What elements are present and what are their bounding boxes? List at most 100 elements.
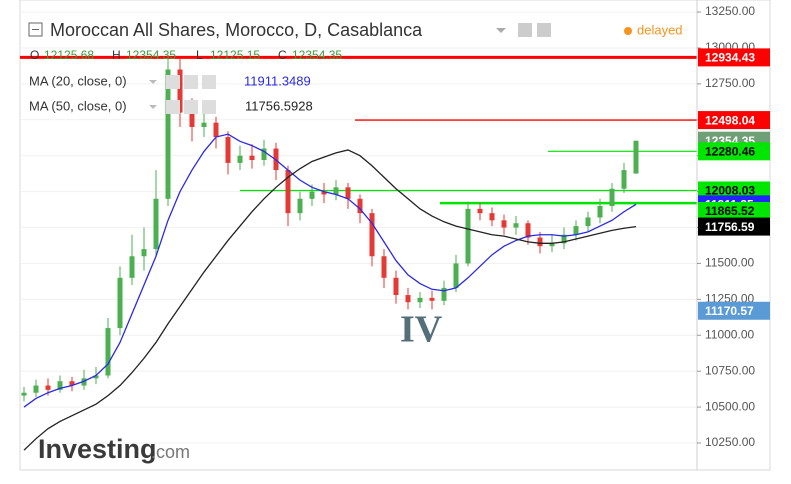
candle-body — [573, 226, 579, 235]
ohlc-value: 12125.68 — [44, 48, 94, 62]
logo-suffix: .com — [151, 442, 190, 462]
candle-body — [57, 381, 63, 390]
price-label-box — [698, 181, 770, 200]
collapse-icon[interactable] — [28, 22, 43, 37]
candle-body — [177, 69, 183, 113]
price-label-box — [698, 142, 770, 161]
candle-body — [21, 392, 27, 396]
candle-body — [321, 191, 327, 195]
candle-body — [525, 223, 531, 238]
y-tick-label: 13250.00 — [705, 4, 755, 18]
candle-body — [417, 297, 423, 303]
dropdown-icon[interactable] — [496, 28, 506, 33]
candle-body — [393, 277, 399, 296]
settings-icon[interactable] — [518, 23, 532, 37]
indicator-menu — [149, 105, 157, 109]
candle-body — [225, 137, 231, 163]
candle-body — [357, 198, 363, 214]
price-label: 12008.03 — [705, 184, 755, 198]
candle-body — [189, 112, 195, 127]
candle-body — [477, 208, 483, 214]
indicator-name: MA (50, close, 0) — [29, 98, 127, 113]
price-label: 11170.57 — [705, 304, 754, 318]
price-label: 11865.52 — [705, 204, 755, 218]
status-dot — [624, 27, 632, 35]
chart-frame — [19, 0, 771, 471]
legend-header: Moroccan All Shares, Morocco, D, Casabla… — [28, 20, 683, 114]
chart-title: Moroccan All Shares, Morocco, D, Casabla… — [50, 20, 423, 40]
candle-body — [45, 385, 51, 390]
candle-body — [609, 188, 615, 206]
y-tick-label: 10750.00 — [705, 363, 755, 377]
y-tick-label: 10500.00 — [705, 399, 755, 413]
candle-body — [345, 187, 351, 199]
close-icon[interactable] — [537, 23, 551, 37]
price-label-box — [698, 201, 770, 220]
candle-body — [249, 155, 255, 161]
indicator-icon — [166, 75, 180, 89]
candle-body — [93, 375, 99, 379]
annotation: IV — [400, 309, 443, 351]
ohlc-value: 12354.35 — [126, 48, 176, 62]
y-tick-label: 11500.00 — [705, 256, 754, 270]
candle-body — [585, 217, 591, 227]
ohlc-name: H — [112, 48, 121, 62]
ohlc-name: O — [30, 48, 39, 62]
candle-body — [465, 208, 471, 264]
indicator-icon — [202, 100, 216, 114]
indicator-icon — [166, 100, 180, 114]
indicator-icon — [184, 100, 198, 114]
candle-body — [369, 213, 375, 257]
indicator-icon — [202, 75, 216, 89]
price-label: 12280.46 — [705, 145, 755, 159]
candle-body — [69, 381, 75, 386]
candle-body — [501, 220, 507, 228]
ohlc-name: C — [278, 48, 287, 62]
candle-body — [429, 297, 435, 301]
y-tick-label: 11000.00 — [705, 327, 754, 341]
moving-average-line — [23, 133, 637, 408]
logo-brand: Investing — [38, 434, 157, 464]
candle-body — [537, 237, 543, 247]
candle-body — [441, 287, 447, 301]
price-label-box — [698, 48, 770, 67]
candle-body — [621, 170, 627, 189]
candle-body — [549, 243, 555, 247]
candle-body — [561, 234, 567, 244]
candle-body — [309, 191, 315, 199]
price-label-box — [698, 301, 770, 320]
candle-body — [285, 170, 291, 214]
candle-body — [165, 69, 171, 199]
candle-body — [201, 122, 207, 127]
indicator-icon — [184, 75, 198, 89]
candle-body — [237, 155, 243, 163]
candle-body — [141, 249, 147, 257]
candle-body — [453, 263, 459, 288]
price-label: 12498.04 — [705, 113, 755, 127]
candle-body — [297, 198, 303, 214]
price-label: 12934.43 — [705, 51, 755, 65]
candle-body — [105, 328, 111, 376]
indicator-value: 11911.3489 — [244, 73, 311, 88]
candle-body — [81, 378, 87, 386]
price-label-box — [698, 217, 770, 236]
y-tick-label: 12750.00 — [705, 76, 755, 90]
candle-body — [597, 205, 603, 218]
indicator-name: MA (20, close, 0) — [29, 73, 127, 88]
candle-body — [33, 385, 39, 393]
indicator-menu — [149, 80, 157, 84]
candle-body — [633, 140, 639, 174]
price-label-box — [698, 111, 770, 130]
candle-body — [261, 148, 267, 161]
candle-body — [153, 198, 159, 250]
plot-area — [20, 55, 697, 451]
candle-body — [381, 256, 387, 278]
ohlc-value: 12125.15 — [210, 48, 260, 62]
y-axis: 10250.0010500.0010750.0011000.0011250.00… — [697, 4, 770, 449]
ohlc-name: L — [196, 48, 203, 62]
indicator-value: 11756.5928 — [245, 98, 313, 113]
moving-average-line — [23, 149, 637, 451]
candle-body — [213, 122, 219, 138]
candle-body — [129, 256, 135, 278]
